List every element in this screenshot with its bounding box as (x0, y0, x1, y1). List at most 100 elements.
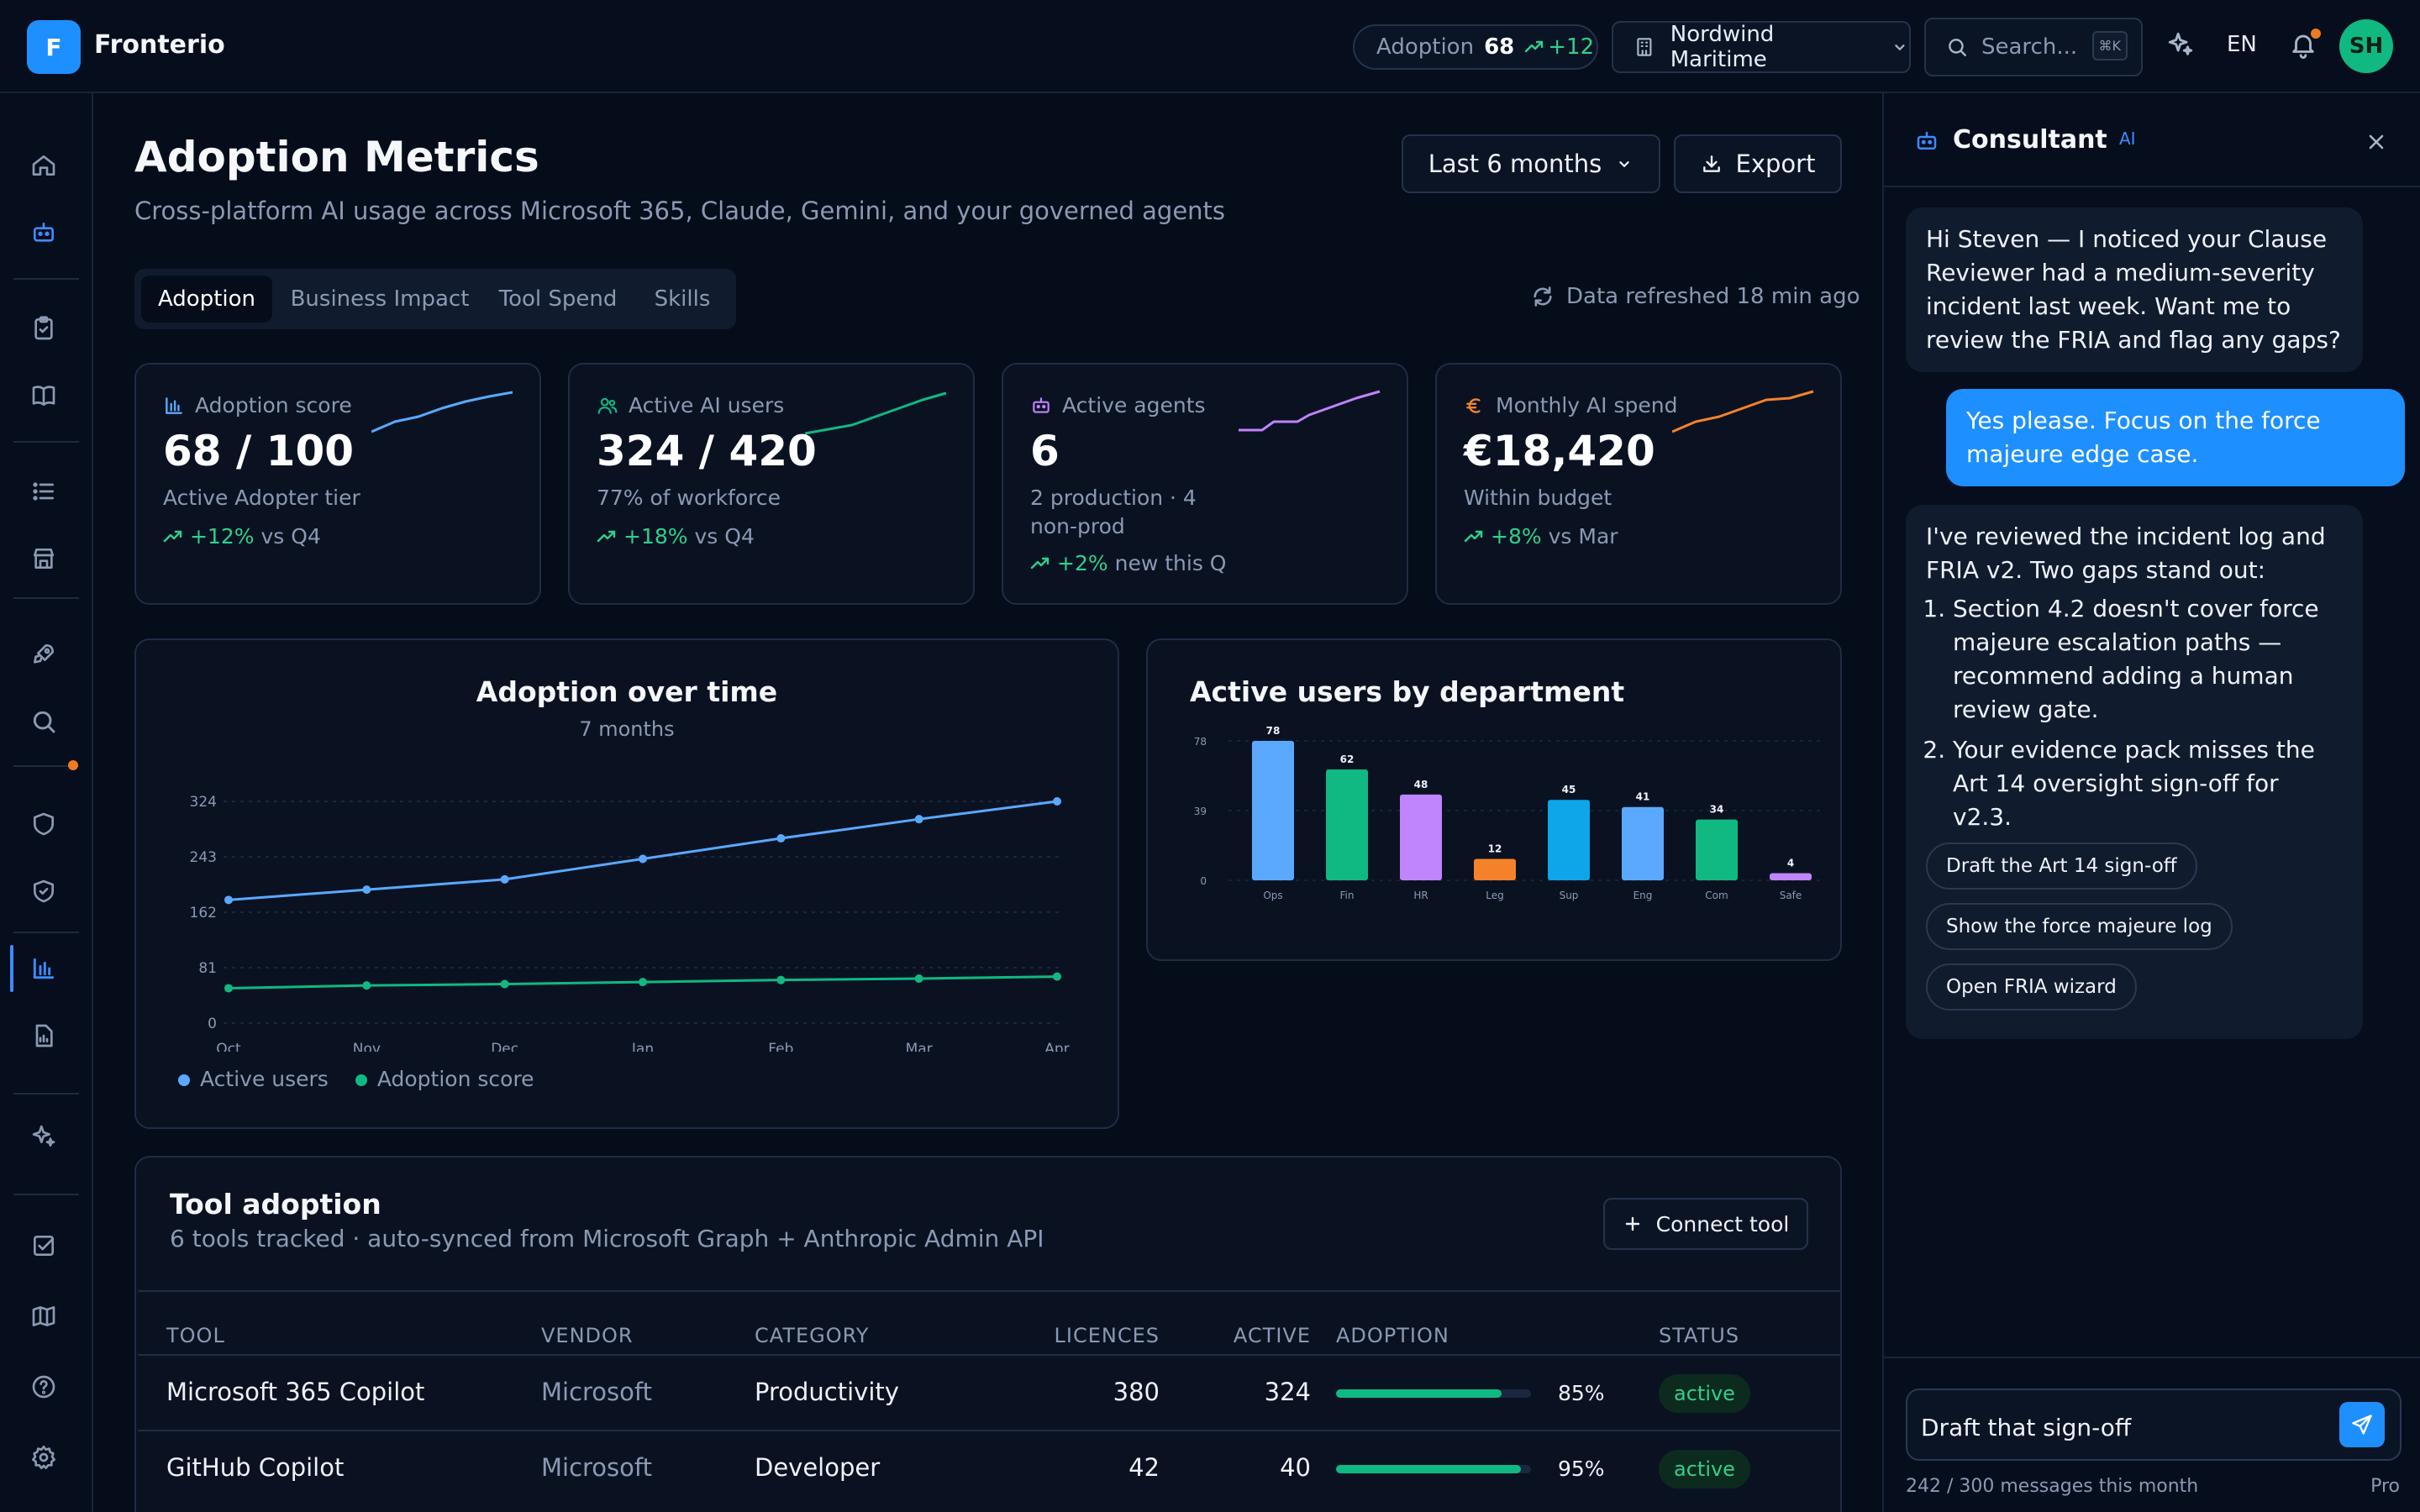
column-header-tool[interactable]: TOOL (166, 1324, 225, 1347)
refresh-status[interactable]: Data refreshed 18 min ago (1531, 284, 1860, 309)
y-tick-label: 162 (190, 905, 217, 921)
tab-tool-spend[interactable]: Tool Spend (498, 286, 618, 312)
org-selector[interactable]: Nordwind Maritime (1612, 21, 1911, 73)
kpi-delta: +2% new this Q (1030, 551, 1226, 575)
sidebar-item-home[interactable] (25, 147, 62, 184)
status-badge: active (1659, 1374, 1750, 1413)
tab-business-impact[interactable]: Business Impact (290, 286, 470, 312)
sidebar-item-help[interactable] (25, 1368, 62, 1405)
bar (1696, 819, 1738, 880)
suggestion-chips: Draft the Art 14 sign-off Show the force… (1926, 843, 2343, 1024)
adoption-score-pill[interactable]: Adoption 68 +12 (1353, 24, 1598, 70)
x-tick-label: Eng (1634, 890, 1653, 901)
x-tick-label: Dec (491, 1041, 518, 1052)
sparkline (1672, 390, 1814, 433)
bar-value-label: 34 (1710, 804, 1724, 816)
tab-bar: Adoption Business Impact Tool Spend Skil… (134, 269, 736, 329)
kpi-subtext: Within budget (1464, 486, 1612, 510)
send-button[interactable] (2339, 1402, 2385, 1447)
search-placeholder: Search... (1981, 34, 2078, 60)
date-range-selector[interactable]: Last 6 months (1402, 134, 1660, 193)
tool-category: Developer (755, 1453, 881, 1482)
file-chart-icon (35, 1024, 53, 1047)
kpi-header: Monthly AI spend (1464, 393, 1677, 417)
kpi-card-active-agents[interactable]: Active agents 6 2 production · 4 non-pro… (1002, 363, 1408, 605)
kpi-card-active-users[interactable]: Active AI users 324 / 420 77% of workfor… (568, 363, 975, 605)
y-tick-label: 0 (208, 1016, 217, 1032)
column-header-category[interactable]: CATEGORY (755, 1324, 870, 1347)
sidebar-divider (13, 1093, 79, 1095)
kpi-card-adoption-score[interactable]: Adoption score 68 / 100 Active Adopter t… (134, 363, 541, 605)
download-icon (1702, 155, 1720, 172)
notification-badge (2311, 29, 2321, 39)
sidebar-item-ai[interactable] (25, 1118, 62, 1155)
list-icon (33, 482, 54, 501)
data-point (776, 834, 786, 843)
tool-name: Microsoft 365 Copilot (166, 1378, 425, 1406)
sidebar-item-settings[interactable] (25, 1439, 62, 1476)
sidebar-item-library[interactable] (25, 377, 62, 414)
y-tick-label: 78 (1194, 736, 1207, 748)
search-icon (33, 711, 55, 733)
sidebar-item-metrics[interactable] (25, 950, 62, 987)
sidebar-item-compliance[interactable] (25, 873, 62, 910)
refresh-icon (1534, 286, 1552, 307)
tab-adoption[interactable]: Adoption (141, 276, 272, 323)
user-avatar[interactable]: SH (2339, 19, 2393, 73)
adoption-bar-fill (1336, 1389, 1502, 1398)
store-icon (34, 549, 54, 569)
x-tick-label: Nov (353, 1041, 381, 1052)
x-tick-label: HR (1413, 890, 1428, 901)
suggestion-chip[interactable]: Show the force majeure log (1926, 903, 2233, 950)
language-switch[interactable]: EN (2227, 32, 2257, 57)
legend-item-active-users[interactable]: Active users (178, 1067, 329, 1091)
trend-up-icon (597, 530, 616, 542)
y-tick-label: 243 (190, 849, 217, 866)
kpi-delta-value: +8% (1491, 524, 1542, 549)
column-header-active[interactable]: ACTIVE (1233, 1324, 1311, 1347)
message-list-item: Your evidence pack misses the Art 14 ove… (1953, 733, 2343, 834)
table-row[interactable]: GitHub Copilot Microsoft Developer 42 40… (138, 1430, 1840, 1505)
sidebar-item-checklist[interactable] (25, 1227, 62, 1264)
sidebar-item-governance[interactable] (25, 806, 62, 843)
x-tick-label: Sup (1560, 890, 1579, 901)
close-icon[interactable] (2365, 130, 2388, 154)
connect-tool-button[interactable]: Connect tool (1603, 1198, 1808, 1250)
suggestion-chip[interactable]: Open FRIA wizard (1926, 963, 2137, 1011)
tab-skills[interactable]: Skills (654, 286, 711, 312)
sidebar-item-lists[interactable] (25, 473, 62, 510)
data-point (914, 974, 923, 984)
sparkles-icon[interactable] (2166, 30, 2195, 59)
sidebar-item-agents[interactable] (25, 214, 62, 251)
column-header-licences[interactable]: LICENCES (1054, 1324, 1160, 1347)
chat-input[interactable]: Draft that sign-off (1906, 1389, 2402, 1461)
table-row[interactable]: Microsoft 365 Copilot Microsoft Producti… (138, 1354, 1840, 1430)
export-button[interactable]: Export (1674, 134, 1842, 193)
sidebar-item-launch[interactable] (25, 636, 62, 673)
x-tick-label: Mar (906, 1041, 933, 1052)
data-point (1053, 797, 1061, 806)
data-point (362, 981, 371, 990)
sidebar-item-roadmap[interactable] (25, 1298, 62, 1335)
bell-icon[interactable] (2289, 30, 2317, 59)
column-header-vendor[interactable]: VENDOR (541, 1324, 634, 1347)
sidebar-item-tasks[interactable] (25, 310, 62, 347)
bar (1622, 806, 1664, 880)
app-logo[interactable]: F (27, 20, 81, 74)
global-search[interactable]: Search... ⌘K (1924, 18, 2143, 76)
column-header-status[interactable]: STATUS (1659, 1324, 1740, 1347)
kpi-delta-value: +18% (623, 524, 688, 549)
kpi-card-monthly-spend[interactable]: Monthly AI spend €18,420 Within budget +… (1435, 363, 1842, 605)
adoption-bar (1336, 1389, 1531, 1398)
suggestion-chip[interactable]: Draft the Art 14 sign-off (1926, 843, 2197, 890)
sidebar-item-reports[interactable] (25, 1017, 62, 1054)
tool-active: 40 (1280, 1453, 1311, 1482)
sidebar-item-marketplace[interactable] (25, 540, 62, 577)
column-header-adoption[interactable]: ADOPTION (1336, 1324, 1449, 1347)
legend-item-adoption-score[interactable]: Adoption score (355, 1067, 534, 1091)
bar-value-label: 4 (1787, 857, 1794, 869)
kpi-subtext: Active Adopter tier (163, 486, 360, 510)
kpi-delta: +18% vs Q4 (597, 524, 755, 549)
message-intro: I've reviewed the incident log and FRIA … (1926, 522, 2326, 584)
sidebar-item-discover[interactable] (25, 703, 62, 740)
